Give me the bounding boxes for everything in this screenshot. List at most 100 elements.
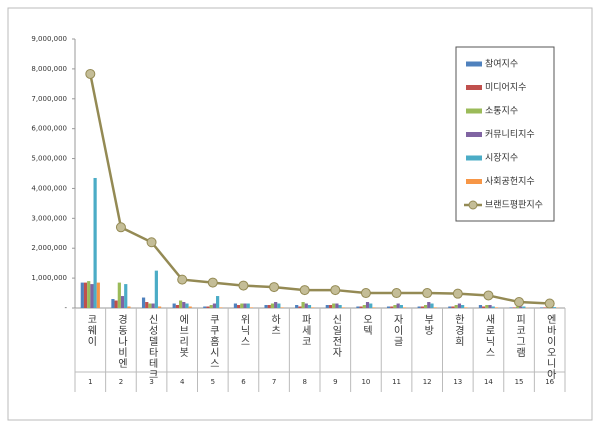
line-marker — [85, 68, 96, 79]
bar — [341, 307, 345, 308]
x-tick-label: 코웨이 — [85, 314, 97, 347]
x-tick-label: 쿠쿠홈시스 — [207, 314, 219, 369]
bar — [304, 303, 308, 308]
x-tick-label: 신일전자 — [330, 314, 342, 358]
bar — [185, 303, 189, 308]
y-tick-label: 2,000,000 — [31, 244, 67, 252]
bar — [264, 305, 268, 308]
bar — [328, 305, 333, 308]
bar — [274, 302, 278, 308]
bar — [267, 305, 271, 308]
bar — [219, 307, 223, 308]
line-marker — [483, 290, 494, 301]
bar — [427, 302, 431, 308]
x-tick-label: 오텍 — [360, 314, 372, 336]
bar — [461, 305, 465, 308]
x-tick-label: 피코그램 — [514, 314, 526, 358]
y-tick-label: 5,000,000 — [31, 155, 67, 163]
x-tick-label: 경동나비엔 — [115, 313, 127, 369]
bar — [111, 299, 115, 308]
legend-swatch — [466, 85, 482, 90]
line-marker — [146, 237, 157, 248]
rank-label: 1 — [88, 378, 92, 386]
rank-label: 8 — [302, 378, 306, 386]
bar — [423, 305, 428, 308]
bar — [114, 300, 118, 308]
bar — [519, 306, 523, 308]
x-tick-label: 한경희 — [452, 314, 464, 347]
bar — [182, 302, 186, 308]
rank-label: 11 — [392, 378, 401, 386]
y-tick-label: 4,000,000 — [31, 184, 67, 192]
legend-swatch — [466, 132, 482, 137]
bar — [494, 307, 499, 308]
bar — [332, 303, 336, 308]
bar — [127, 306, 131, 308]
bar — [488, 305, 492, 308]
rank-label: 13 — [453, 378, 462, 386]
bar — [522, 306, 526, 308]
bar — [203, 306, 207, 308]
bar — [96, 282, 100, 308]
bar — [448, 306, 452, 308]
rank-label: 6 — [241, 378, 246, 386]
line-marker — [177, 274, 188, 285]
bar — [359, 306, 363, 308]
x-tick-label: 자이글 — [391, 314, 403, 347]
bar — [298, 306, 302, 308]
y-tick-label: - — [64, 304, 67, 312]
line-marker — [299, 285, 310, 296]
x-tick-label: 위닉스 — [238, 313, 250, 347]
bar — [433, 307, 437, 308]
legend-label: 미디어지수 — [485, 82, 526, 93]
bar — [451, 306, 455, 308]
bar — [124, 284, 128, 308]
bar — [369, 303, 373, 308]
bar — [151, 303, 155, 308]
bar — [188, 306, 192, 308]
legend-label: 소통지수 — [485, 106, 518, 117]
x-tick-label: 부방 — [422, 314, 434, 336]
legend-swatch — [466, 179, 482, 184]
bar — [277, 303, 281, 308]
bar — [386, 306, 391, 308]
x-tick-label: 새로닉스 — [483, 314, 495, 358]
rank-label: 15 — [515, 378, 524, 386]
y-tick-label: 3,000,000 — [31, 214, 67, 222]
legend-label: 시장지수 — [485, 153, 518, 164]
bar — [87, 281, 91, 308]
bar — [491, 306, 495, 308]
bar — [206, 306, 210, 308]
bar — [237, 305, 241, 308]
line-marker — [360, 288, 371, 299]
x-tick-label: 에브리봇 — [177, 314, 189, 358]
line-marker — [115, 222, 126, 233]
legend-label: 커뮤니티지수 — [485, 129, 535, 140]
bar — [145, 302, 149, 308]
line-marker — [269, 282, 280, 293]
bar — [307, 305, 312, 308]
bar — [464, 307, 468, 308]
bar — [390, 306, 394, 308]
bar — [117, 282, 121, 308]
line-marker — [514, 297, 525, 308]
rank-label: 16 — [545, 378, 554, 386]
bar — [148, 303, 152, 308]
line-marker — [391, 288, 402, 299]
bar — [552, 307, 557, 308]
bar — [295, 305, 299, 308]
bar — [356, 306, 360, 308]
bar — [420, 306, 424, 308]
bar — [372, 307, 376, 308]
bar — [454, 305, 458, 308]
bar — [512, 307, 516, 308]
bar — [93, 177, 97, 308]
line-marker — [330, 285, 341, 296]
bar — [515, 306, 520, 308]
rank-label: 12 — [423, 378, 432, 386]
bar — [172, 303, 176, 308]
bar — [120, 296, 125, 308]
y-tick-label: 8,000,000 — [31, 65, 67, 73]
bar — [178, 300, 183, 308]
